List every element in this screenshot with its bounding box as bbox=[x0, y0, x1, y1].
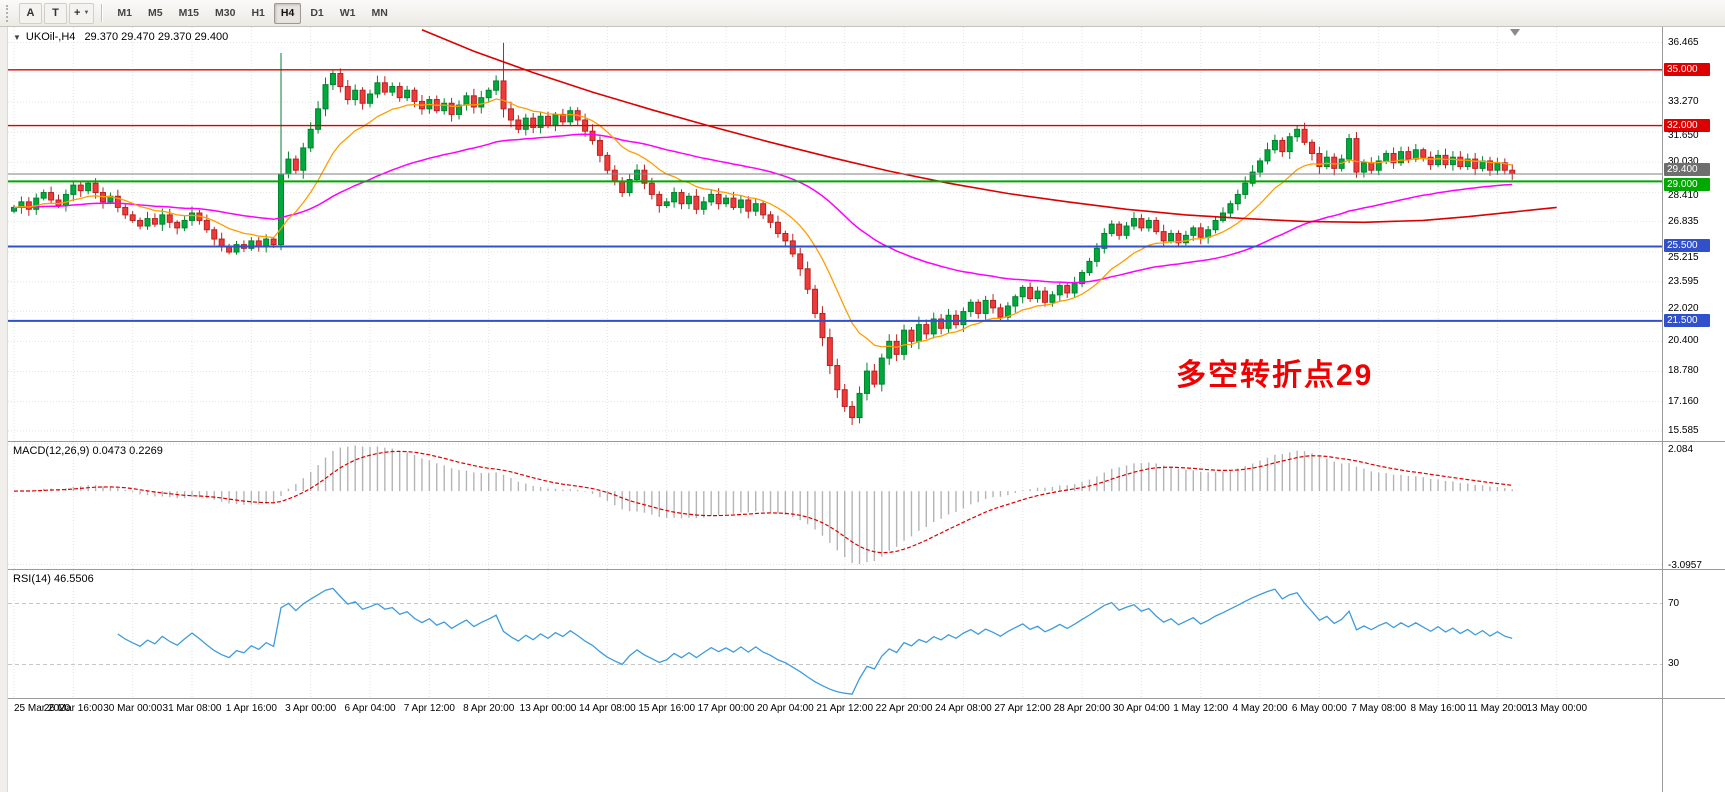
main-chart-panel[interactable]: ▼ UKOil-,H4 29.370 29.470 29.370 29.400 … bbox=[8, 27, 1662, 442]
time-axis-label: 28 Apr 20:00 bbox=[1053, 703, 1111, 714]
time-axis-label: 17 Apr 00:00 bbox=[697, 703, 755, 714]
macd-canvas bbox=[8, 442, 1662, 569]
rsi-grid-layer bbox=[8, 570, 1662, 698]
time-axis-label: 30 Apr 04:00 bbox=[1113, 703, 1170, 714]
timeframe-button-m5[interactable]: M5 bbox=[141, 3, 170, 24]
time-axis-label: 30 Mar 00:00 bbox=[103, 703, 163, 714]
axis-separator bbox=[1663, 569, 1725, 570]
macd-label: MACD(12,26,9) 0.0473 0.2269 bbox=[13, 445, 163, 457]
time-axis-label: 8 Apr 20:00 bbox=[463, 703, 515, 714]
time-axis-label: 22 Apr 20:00 bbox=[875, 703, 933, 714]
expand-triangle-icon[interactable]: ▼ bbox=[13, 32, 21, 42]
timeframe-group: M1 M5 M15 M30 H1 H4 D1 W1 MN bbox=[109, 2, 395, 24]
price-axis-label: 33.270 bbox=[1668, 95, 1699, 107]
rsi-axis-label: 70 bbox=[1668, 597, 1680, 609]
time-axis-label: 13 May 00:00 bbox=[1526, 703, 1588, 714]
time-axis-label: 24 Apr 08:00 bbox=[935, 703, 992, 714]
time-axis-label: 15 Apr 16:00 bbox=[638, 703, 696, 714]
macd-axis-label: 2.084 bbox=[1668, 444, 1694, 455]
timeframe-button-m15[interactable]: M15 bbox=[172, 3, 206, 24]
timeframe-button-m1[interactable]: M1 bbox=[110, 3, 139, 24]
price-axis-label: 15.585 bbox=[1668, 424, 1699, 436]
price-badge-29.400: 29.400 bbox=[1664, 162, 1710, 176]
chart-annotation-text: 多空转折点29 bbox=[1176, 359, 1374, 392]
price-badge-35.000: 35.000 bbox=[1664, 62, 1710, 76]
price-axis-label: 30.030 bbox=[1668, 156, 1699, 168]
price-axis[interactable]: 36.465 35.000 33.270 32.000 31.650 30.030 29.4… bbox=[1662, 27, 1725, 792]
moving-averages-layer bbox=[13, 29, 1557, 348]
time-axis-label: 1 May 12:00 bbox=[1173, 703, 1229, 714]
plot-column: ▼ UKOil-,H4 29.370 29.470 29.370 29.400 … bbox=[8, 27, 1662, 719]
time-axis-label: 26 Mar 16:00 bbox=[43, 703, 103, 714]
chart-region: ▼ UKOil-,H4 29.370 29.470 29.370 29.400 … bbox=[8, 27, 1725, 792]
macd-histogram-layer bbox=[20, 445, 1513, 565]
time-axis-label: 7 Apr 12:00 bbox=[403, 703, 455, 714]
price-axis-label: 17.160 bbox=[1668, 395, 1699, 407]
draw-tool-icon: + bbox=[74, 7, 81, 19]
symbol-timeframe-label: UKOil-,H4 bbox=[25, 31, 76, 43]
time-axis-label: 4 May 20:00 bbox=[1232, 703, 1288, 714]
axis-separator bbox=[1663, 698, 1725, 699]
time-axis-label: 25 Mar 2020 bbox=[14, 703, 71, 714]
time-axis-label: 14 Apr 08:00 bbox=[579, 703, 636, 714]
time-axis-label: 13 Apr 00:00 bbox=[519, 703, 577, 714]
rsi-line bbox=[117, 587, 1513, 695]
rsi-label: RSI(14) 46.5506 bbox=[13, 573, 94, 585]
timeframe-button-w1[interactable]: W1 bbox=[333, 3, 363, 24]
time-axis-label: 8 May 16:00 bbox=[1410, 703, 1466, 714]
draw-tools-dropdown-button[interactable]: + ▼ bbox=[69, 2, 95, 24]
price-axis-label: 23.595 bbox=[1668, 275, 1699, 287]
price-badge-29.000: 29.000 bbox=[1664, 178, 1710, 192]
price-badge-25.500: 25.500 bbox=[1664, 239, 1710, 253]
time-axis-label: 11 May 20:00 bbox=[1467, 703, 1528, 714]
time-axis-label: 6 Apr 04:00 bbox=[344, 703, 396, 714]
time-axis-label: 3 Apr 00:00 bbox=[285, 703, 337, 714]
rsi-axis-label: 30 bbox=[1668, 658, 1680, 670]
price-axis-label: 22.020 bbox=[1668, 303, 1699, 315]
chart-shift-marker-icon[interactable] bbox=[1510, 29, 1520, 36]
macd-signal-line bbox=[13, 450, 1513, 554]
timeframe-button-h1[interactable]: H1 bbox=[244, 3, 271, 24]
time-axis-label: 27 Apr 12:00 bbox=[994, 703, 1052, 714]
left-edge-strip bbox=[0, 27, 8, 792]
price-axis-label: 28.410 bbox=[1668, 190, 1699, 202]
price-axis-label: 18.780 bbox=[1668, 365, 1699, 377]
price-axis-label: 26.835 bbox=[1668, 215, 1699, 227]
time-axis-label: 20 Apr 04:00 bbox=[757, 703, 814, 714]
time-axis[interactable]: 25 Mar 2020 26 Mar 16:00 30 Mar 00:00 31 Ma… bbox=[8, 699, 1662, 719]
horizontal-levels-layer bbox=[8, 69, 1662, 322]
main-chart-canvas bbox=[8, 27, 1662, 441]
price-badge-32.000: 32.000 bbox=[1664, 118, 1710, 132]
toolbar-button-a[interactable]: A bbox=[19, 2, 42, 24]
timeframe-button-h4[interactable]: H4 bbox=[273, 2, 302, 24]
price-axis-label: 20.400 bbox=[1668, 335, 1699, 347]
time-axis-label: 7 May 08:00 bbox=[1351, 703, 1407, 714]
macd-panel[interactable]: MACD(12,26,9) 0.0473 0.2269 bbox=[8, 442, 1662, 570]
time-axis-label: 31 Mar 08:00 bbox=[162, 703, 222, 714]
time-axis-label: 21 Apr 12:00 bbox=[816, 703, 874, 714]
macd-axis-label: -3.0957 bbox=[1668, 559, 1702, 571]
rsi-canvas bbox=[8, 570, 1662, 698]
ohlc-readout: 29.370 29.470 29.370 29.400 bbox=[84, 31, 229, 43]
rsi-panel[interactable]: RSI(14) 46.5506 bbox=[8, 570, 1662, 699]
time-axis-label: 1 Apr 16:00 bbox=[225, 703, 277, 714]
price-axis-label: 31.650 bbox=[1668, 130, 1699, 142]
timeframe-button-mn[interactable]: MN bbox=[365, 3, 395, 24]
price-axis-label: 25.215 bbox=[1668, 251, 1699, 263]
axis-separator bbox=[1663, 441, 1725, 442]
toolbar-separator bbox=[101, 4, 104, 22]
text-tool-button[interactable]: T bbox=[44, 2, 67, 24]
chevron-down-icon: ▼ bbox=[83, 10, 90, 16]
price-badge-21.500: 21.500 bbox=[1664, 313, 1710, 327]
timeframe-button-m30[interactable]: M30 bbox=[208, 3, 242, 24]
time-axis-label: 6 May 00:00 bbox=[1291, 703, 1347, 714]
toolbar-drag-handle[interactable] bbox=[6, 4, 13, 22]
top-toolbar: A T + ▼ M1 M5 M15 M30 H1 H4 D1 W1 MN bbox=[0, 0, 1725, 27]
chart-title: ▼ UKOil-,H4 29.370 29.470 29.370 29.400 bbox=[13, 31, 228, 43]
timeframe-button-d1[interactable]: D1 bbox=[303, 3, 330, 24]
macd-grid-layer bbox=[8, 442, 1662, 569]
price-axis-label: 36.465 bbox=[1668, 36, 1699, 48]
